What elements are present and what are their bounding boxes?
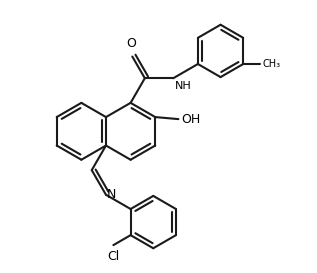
Text: CH₃: CH₃ [262, 59, 281, 69]
Text: O: O [126, 37, 136, 50]
Text: Cl: Cl [107, 250, 120, 263]
Text: OH: OH [181, 112, 200, 126]
Text: NH: NH [175, 81, 192, 91]
Text: N: N [107, 188, 117, 201]
